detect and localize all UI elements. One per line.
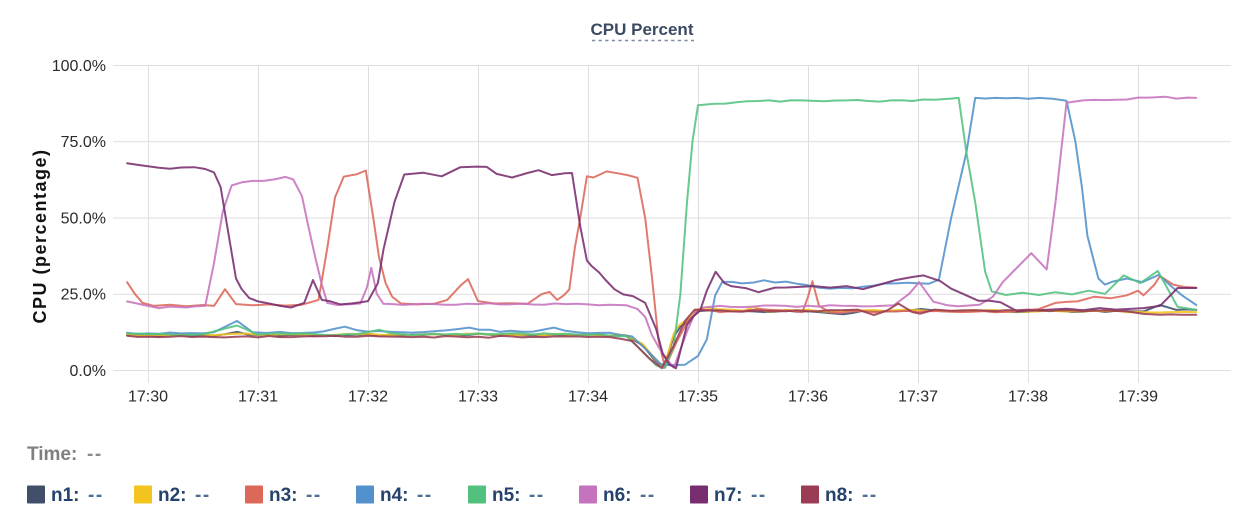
svg-text:17:31: 17:31 (238, 389, 278, 406)
svg-text:17:33: 17:33 (458, 389, 498, 406)
svg-text:Time:: Time: (27, 444, 77, 465)
svg-text:n4:: n4: (380, 485, 409, 506)
svg-text:n7:: n7: (714, 485, 743, 506)
svg-text:n6:: n6: (603, 485, 632, 506)
svg-text:--: -- (417, 485, 433, 506)
svg-text:0.0%: 0.0% (70, 363, 106, 380)
svg-text:17:32: 17:32 (348, 389, 388, 406)
svg-text:17:38: 17:38 (1008, 389, 1048, 406)
svg-text:25.0%: 25.0% (61, 287, 106, 304)
svg-text:n5:: n5: (492, 485, 521, 506)
svg-text:CPU Percent: CPU Percent (591, 20, 694, 39)
svg-text:--: -- (862, 485, 878, 506)
svg-text:n3:: n3: (269, 485, 298, 506)
svg-text:50.0%: 50.0% (61, 210, 106, 227)
svg-text:--: -- (640, 485, 656, 506)
svg-text:17:39: 17:39 (1118, 389, 1158, 406)
svg-text:n8:: n8: (825, 485, 854, 506)
svg-text:17:30: 17:30 (128, 389, 168, 406)
svg-text:--: -- (88, 485, 104, 506)
svg-text:--: -- (751, 485, 767, 506)
svg-text:--: -- (306, 485, 322, 506)
svg-text:--: -- (87, 444, 103, 465)
svg-text:CPU (percentage): CPU (percentage) (30, 148, 50, 323)
svg-text:17:37: 17:37 (898, 389, 938, 406)
svg-text:n2:: n2: (158, 485, 187, 506)
svg-text:--: -- (529, 485, 545, 506)
svg-text:17:36: 17:36 (788, 389, 828, 406)
svg-text:17:34: 17:34 (568, 389, 608, 406)
svg-text:n1:: n1: (51, 485, 80, 506)
svg-text:100.0%: 100.0% (52, 58, 106, 75)
svg-text:75.0%: 75.0% (61, 134, 106, 151)
svg-text:--: -- (195, 485, 211, 506)
svg-text:17:35: 17:35 (678, 389, 718, 406)
